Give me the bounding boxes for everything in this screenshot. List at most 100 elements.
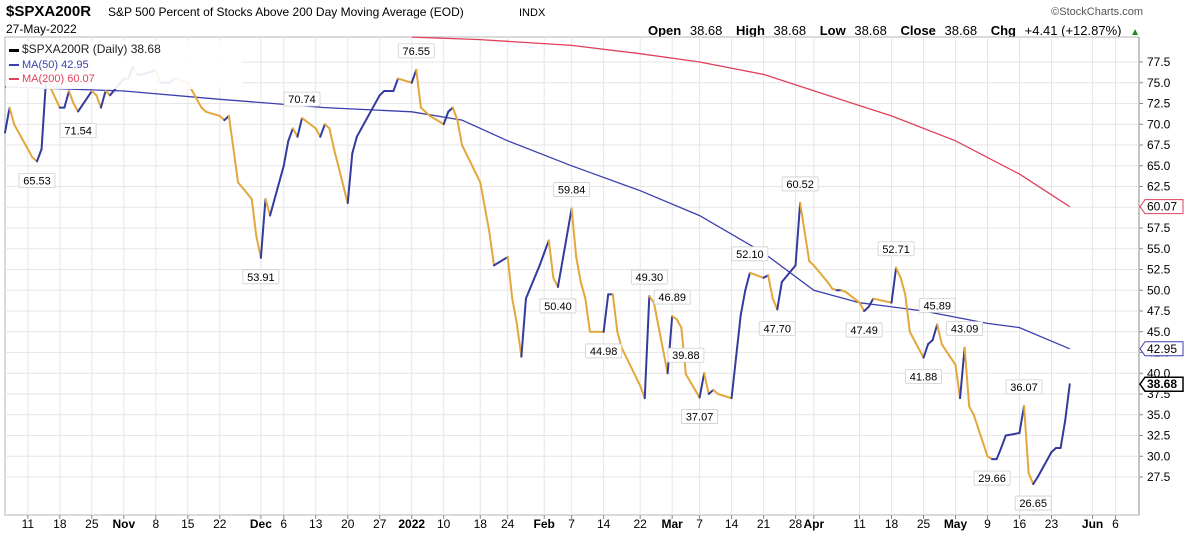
price-segment [931,323,939,342]
price-segment [803,231,811,263]
price-segment [767,274,774,300]
price-segment [378,90,386,97]
legend-ma50-swatch [9,64,19,66]
price-segment [936,323,943,346]
price-segment [584,297,591,333]
x-tick-label: 18 [474,517,488,531]
value-callout-label: 70.74 [288,94,316,106]
close-label: Close [901,23,936,38]
low-label: Low [820,23,847,38]
high-label: High [736,23,765,38]
price-segment [99,90,107,109]
y-tick-label: 70.0 [1147,117,1171,131]
value-callout-label: 47.49 [850,325,878,337]
x-tick-label: 7 [568,517,575,531]
price-segment [799,201,806,234]
price-segment [419,106,427,113]
price-segment [899,276,907,296]
price-segment [1050,446,1058,454]
price-segment [739,289,747,317]
value-callout-label: 43.09 [951,324,979,336]
gridlines [5,37,1139,515]
chart-symbol: $SPXA200R [6,3,91,20]
price-segment [703,372,710,395]
value-callout-label: 37.07 [686,412,714,424]
price-segment [90,90,98,97]
price-segment [456,119,463,146]
x-tick-label: 15 [181,517,195,531]
y-tick-label: 45.0 [1147,325,1171,339]
price-segment [963,346,971,408]
y-axis: 27.530.032.535.037.540.042.545.047.550.0… [1139,55,1171,484]
price-segment [712,388,719,395]
x-tick-label: Apr [803,517,824,531]
price-segment [1027,471,1035,486]
price-segment [264,197,272,217]
price-segment [620,347,642,387]
ma50-line [4,86,1070,350]
last-value-tag-label: 42.95 [1147,342,1177,356]
price-segment [410,68,418,84]
value-callout-box [918,297,956,313]
x-tick-label: 16 [1013,517,1027,531]
price-segment [552,276,559,288]
price-segment [333,148,349,205]
x-tick-label: 7 [696,517,703,531]
value-callout-box [877,241,915,257]
open-value: 38.68 [690,23,723,38]
x-tick-label: 10 [437,517,451,531]
x-tick-label: 2022 [398,517,425,531]
price-segment [1023,404,1030,474]
legend-ma50: MA(50) 42.95 [22,59,89,71]
y-tick-label: 32.5 [1147,429,1171,443]
x-tick-label: 22 [213,517,227,531]
x-tick-label: 23 [1045,517,1059,531]
close-value: 38.68 [945,23,978,38]
price-segment [684,373,701,399]
price-segment [95,94,102,109]
price-segment [602,293,610,333]
price-segment [1004,432,1021,437]
price-segment [351,135,358,155]
y-tick-label: 57.5 [1147,221,1171,235]
value-callout-label: 65.53 [23,175,51,187]
price-segment [492,256,509,267]
x-tick-label: Feb [534,517,555,531]
x-tick-label: 14 [725,517,739,531]
price-segment [611,293,619,333]
price-series [4,65,1071,486]
last-value-tag-box [1139,199,1184,215]
x-tick-label: 25 [917,517,931,531]
price-segment [195,98,203,109]
price-segment [520,297,527,358]
price-segment [515,322,523,358]
value-callout-box [758,320,796,336]
annotations: 65.53 71.54 53.91 70.74 76.55 50.40 59.84 44.98… [18,43,1052,511]
last-value-tag-label: 60.07 [1147,200,1177,214]
x-tick-label: Dec [250,517,272,531]
price-segment [346,152,354,205]
value-callout-box [667,347,705,363]
y-tick-label: 47.5 [1147,304,1171,318]
price-segment [392,77,399,93]
x-tick-label: 21 [757,517,771,531]
last-value-tags: 60.07 42.95 38.68 [1139,199,1184,392]
value-callout-box [553,182,591,197]
price-segment [858,301,866,313]
value-callout-label: 39.88 [672,350,700,362]
price-segment [1000,434,1007,449]
x-tick-label: 11 [853,517,866,531]
price-segment [506,256,514,300]
price-segment [301,117,317,130]
price-segment [488,231,495,267]
value-callout-label: 59.84 [558,185,586,197]
y-tick-label: 55.0 [1147,242,1171,256]
price-segment [744,271,751,292]
value-callout-box [731,246,769,262]
value-callout-label: 60.52 [786,179,814,191]
y-tick-label: 35.0 [1147,408,1171,422]
brand-logo: ©StockCharts.com [1051,6,1143,18]
price-segment [794,201,802,267]
x-tick-label: 28 [789,517,803,531]
